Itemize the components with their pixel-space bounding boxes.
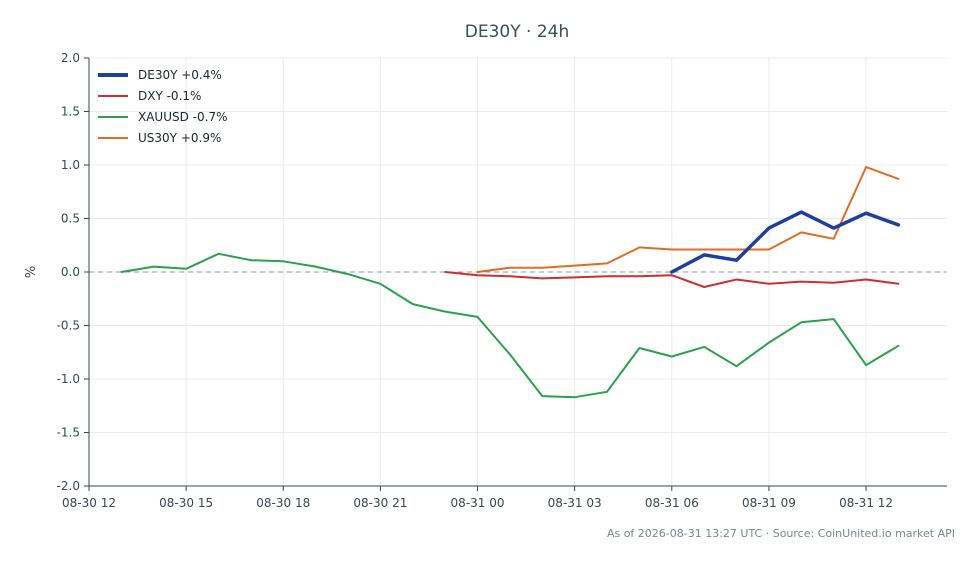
y-tick-label: 0.5 [61, 212, 80, 226]
legend-entry-label: DXY -0.1% [138, 89, 201, 103]
y-tick-label: -2.0 [57, 479, 80, 493]
y-tick-label: 1.0 [61, 158, 80, 172]
y-tick-label: -1.5 [57, 426, 80, 440]
axes: 08-30 12 08-30 15 08-30 18 08-30 21 08-31 00… [57, 51, 947, 510]
footer-source-note: As of 2026-08-31 13:27 UTC · Source: Coi… [607, 527, 955, 540]
legend-entry-label: US30Y +0.9% [138, 131, 221, 145]
y-tick-label: 2.0 [61, 51, 80, 65]
x-tick-label: 08-30 21 [353, 496, 407, 510]
chart-title: DE30Y · 24h [465, 22, 569, 42]
x-tick-label: 08-31 09 [742, 496, 796, 510]
y-tick-label: 1.5 [61, 105, 80, 119]
x-tick-label: 08-31 12 [839, 496, 893, 510]
y-tick-label: -1.0 [57, 372, 80, 386]
series-line-dxy [444, 271, 900, 288]
y-tick-label: -0.5 [57, 319, 80, 333]
series-line-us30y [476, 166, 900, 273]
x-tick-label: 08-31 03 [548, 496, 602, 510]
series-line-xauusd [120, 252, 900, 399]
x-tick-label: 08-31 06 [645, 496, 699, 510]
series-layer [120, 166, 901, 399]
x-tick-label: 08-30 12 [62, 496, 116, 510]
x-tick-label: 08-30 15 [159, 496, 213, 510]
y-axis-label: % [24, 266, 39, 278]
x-tick-label: 08-30 18 [256, 496, 310, 510]
legend-entry-label: DE30Y +0.4% [138, 68, 222, 82]
y-tick-label: 0.0 [61, 265, 80, 279]
series-line-de30y [670, 210, 901, 274]
x-tick-label: 08-31 00 [451, 496, 505, 510]
legend: DE30Y +0.4% DXY -0.1% XAUUSD -0.7% US30Y +0… [98, 68, 227, 145]
legend-entry-label: XAUUSD -0.7% [138, 110, 227, 124]
